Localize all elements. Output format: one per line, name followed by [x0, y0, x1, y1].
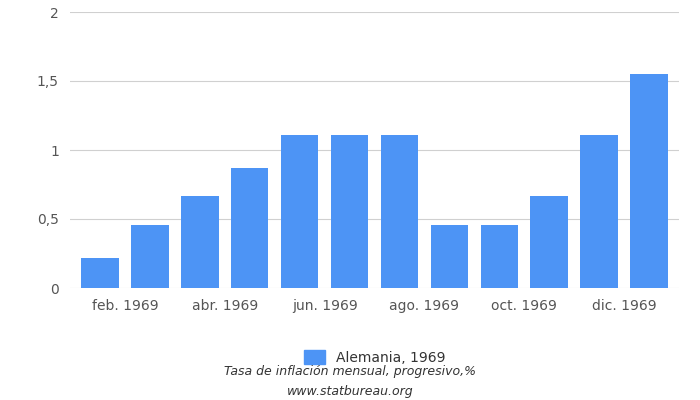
Bar [481, 224, 518, 288]
Bar [630, 74, 668, 288]
Text: www.statbureau.org: www.statbureau.org [287, 386, 413, 398]
Bar [81, 258, 119, 288]
Text: Tasa de inflación mensual, progresivo,%: Tasa de inflación mensual, progresivo,% [224, 366, 476, 378]
Bar [430, 224, 468, 288]
Bar [531, 196, 568, 288]
Bar [131, 224, 169, 288]
Bar [231, 168, 268, 288]
Bar [331, 135, 368, 288]
Bar [580, 135, 618, 288]
Bar [181, 196, 218, 288]
Legend: Alemania, 1969: Alemania, 1969 [298, 345, 451, 370]
Bar [281, 135, 318, 288]
Bar [381, 135, 418, 288]
